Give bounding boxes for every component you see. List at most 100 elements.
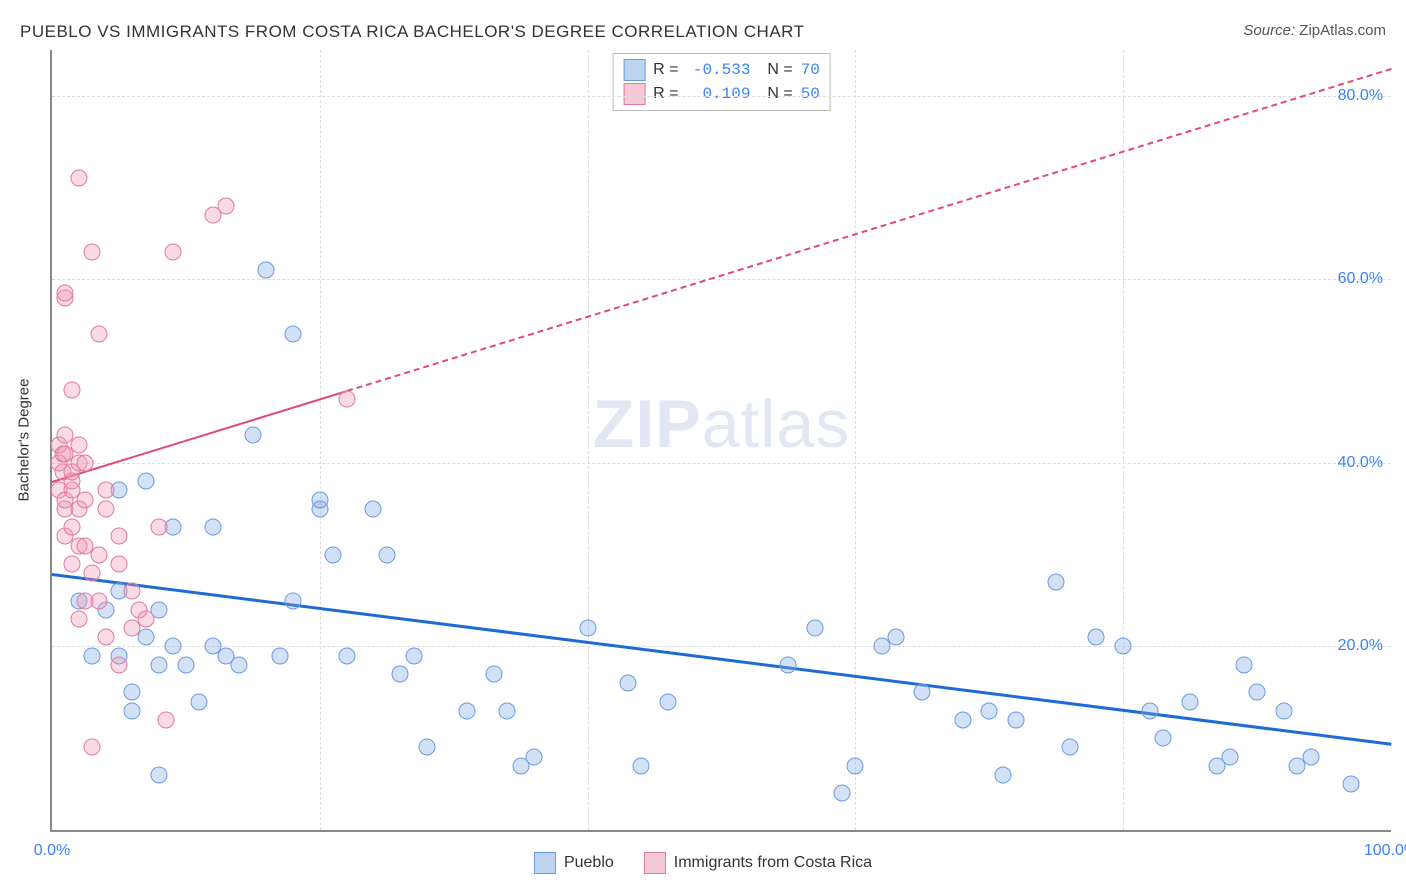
- legend-swatch: [644, 852, 666, 874]
- data-point: [204, 519, 221, 536]
- data-point: [57, 285, 74, 302]
- y-tick-label: 40.0%: [1338, 454, 1383, 472]
- data-point: [151, 656, 168, 673]
- data-point: [499, 702, 516, 719]
- data-point: [807, 620, 824, 637]
- data-point: [70, 436, 87, 453]
- legend-label: Immigrants from Costa Rica: [674, 854, 872, 872]
- data-point: [84, 739, 101, 756]
- data-point: [1249, 684, 1266, 701]
- data-point: [157, 711, 174, 728]
- data-point: [110, 555, 127, 572]
- data-point: [285, 326, 302, 343]
- data-point: [271, 647, 288, 664]
- legend-n-value: 50: [801, 85, 820, 103]
- data-point: [1061, 739, 1078, 756]
- gridline: [588, 50, 589, 830]
- scatter-chart: Bachelor's Degree ZIPatlas R = -0.533 N …: [50, 50, 1391, 832]
- data-point: [526, 748, 543, 765]
- legend-item: Pueblo: [534, 852, 614, 874]
- legend-n-label: N =: [758, 61, 792, 79]
- x-tick-label: 0.0%: [34, 842, 70, 860]
- data-point: [1235, 656, 1252, 673]
- data-point: [164, 638, 181, 655]
- data-point: [418, 739, 435, 756]
- legend-row: R = -0.533 N = 70: [623, 58, 820, 82]
- data-point: [164, 243, 181, 260]
- data-point: [780, 656, 797, 673]
- data-point: [97, 482, 114, 499]
- data-point: [77, 491, 94, 508]
- watermark-bold: ZIP: [593, 386, 702, 462]
- data-point: [981, 702, 998, 719]
- data-point: [633, 757, 650, 774]
- data-point: [64, 555, 81, 572]
- legend-swatch: [623, 59, 645, 81]
- legend-r-value: -0.533: [686, 61, 750, 79]
- watermark: ZIPatlas: [593, 385, 850, 463]
- data-point: [70, 610, 87, 627]
- data-point: [90, 592, 107, 609]
- legend-n-value: 70: [801, 61, 820, 79]
- data-point: [84, 243, 101, 260]
- data-point: [191, 693, 208, 710]
- data-point: [124, 583, 141, 600]
- data-point: [151, 519, 168, 536]
- legend-label: Pueblo: [564, 854, 614, 872]
- legend-swatch: [534, 852, 556, 874]
- data-point: [954, 711, 971, 728]
- data-point: [244, 427, 261, 444]
- gridline: [52, 279, 1391, 280]
- legend-row: R = 0.109 N = 50: [623, 82, 820, 106]
- chart-title: PUEBLO VS IMMIGRANTS FROM COSTA RICA BAC…: [20, 22, 805, 42]
- source-label: Source:: [1243, 22, 1295, 39]
- data-point: [1141, 702, 1158, 719]
- data-point: [1008, 711, 1025, 728]
- trend-line: [52, 390, 347, 483]
- data-point: [1342, 776, 1359, 793]
- data-point: [84, 647, 101, 664]
- data-point: [1182, 693, 1199, 710]
- data-point: [994, 766, 1011, 783]
- data-point: [619, 675, 636, 692]
- data-point: [90, 546, 107, 563]
- trend-line: [52, 573, 1391, 746]
- data-point: [258, 262, 275, 279]
- data-point: [137, 473, 154, 490]
- data-point: [914, 684, 931, 701]
- data-point: [1088, 629, 1105, 646]
- gridline: [320, 50, 321, 830]
- data-point: [1115, 638, 1132, 655]
- data-point: [365, 500, 382, 517]
- x-tick-label: 100.0%: [1364, 842, 1406, 860]
- trend-line: [346, 68, 1391, 392]
- gridline: [1123, 50, 1124, 830]
- data-point: [137, 610, 154, 627]
- y-axis-label: Bachelor's Degree: [16, 379, 33, 502]
- data-point: [1155, 730, 1172, 747]
- data-point: [1275, 702, 1292, 719]
- data-point: [834, 785, 851, 802]
- data-point: [579, 620, 596, 637]
- correlation-legend: R = -0.533 N = 70R = 0.109 N = 50: [612, 53, 831, 111]
- data-point: [84, 565, 101, 582]
- data-point: [97, 629, 114, 646]
- data-point: [405, 647, 422, 664]
- data-point: [338, 390, 355, 407]
- source-value: ZipAtlas.com: [1299, 22, 1386, 39]
- data-point: [887, 629, 904, 646]
- watermark-rest: atlas: [702, 386, 851, 462]
- gridline: [52, 96, 1391, 97]
- y-tick-label: 80.0%: [1338, 87, 1383, 105]
- data-point: [90, 326, 107, 343]
- data-point: [231, 656, 248, 673]
- data-point: [70, 170, 87, 187]
- data-point: [1048, 574, 1065, 591]
- legend-r-label: R =: [653, 85, 678, 103]
- data-point: [659, 693, 676, 710]
- data-point: [378, 546, 395, 563]
- legend-r-label: R =: [653, 61, 678, 79]
- data-point: [218, 198, 235, 215]
- data-point: [77, 454, 94, 471]
- data-point: [392, 666, 409, 683]
